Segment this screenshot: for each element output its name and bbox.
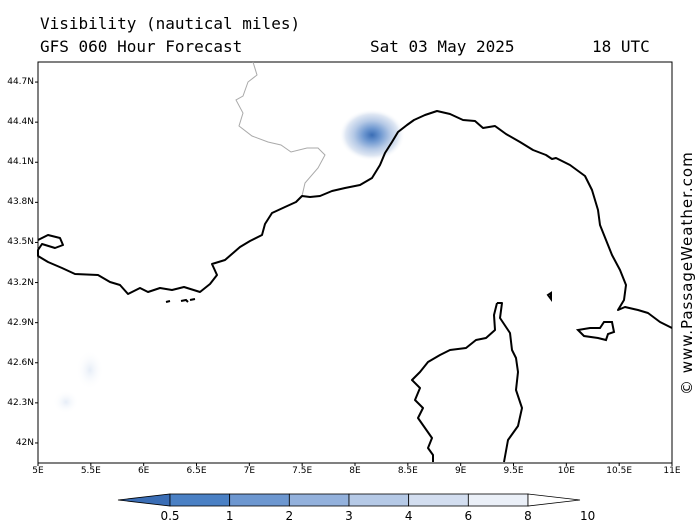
low-visibility-area bbox=[53, 390, 79, 414]
colorbar-segment bbox=[408, 493, 469, 507]
latitude-label: 44.4N bbox=[7, 117, 34, 128]
longitude-label: 8.5E bbox=[397, 466, 418, 476]
longitude-label: 10E bbox=[557, 466, 575, 476]
colorbar-segment bbox=[169, 493, 231, 507]
latitude-label: 42.9N bbox=[7, 317, 34, 328]
longitude-label: 7.5E bbox=[292, 466, 313, 476]
colorbar-segment bbox=[229, 493, 290, 507]
longitude-label: 5E bbox=[32, 466, 44, 476]
colorbar-label: 2 bbox=[285, 509, 294, 523]
chart-title: Visibility (nautical miles) bbox=[40, 14, 301, 33]
longitude-label: 6.5E bbox=[186, 466, 207, 476]
longitude-label: 5.5E bbox=[80, 466, 101, 476]
latitude-label: 43.8N bbox=[7, 197, 34, 208]
elba-island bbox=[575, 321, 616, 342]
corsica-coastline bbox=[411, 302, 523, 463]
colorbar bbox=[117, 493, 581, 507]
longitude-label: 9.5E bbox=[503, 466, 524, 476]
longitude-label: 11E bbox=[663, 466, 681, 476]
latitude-label: 42.3N bbox=[7, 397, 34, 408]
colorbar-label: 10 bbox=[580, 509, 596, 523]
colorbar-segment bbox=[467, 493, 529, 507]
colorbar-segment bbox=[288, 493, 350, 507]
latitude-label: 44.1N bbox=[7, 157, 34, 168]
colorbar-label: 3 bbox=[345, 509, 353, 523]
longitude-label: 7E bbox=[243, 466, 256, 476]
low-visibility-area bbox=[76, 350, 104, 390]
latitude-label: 43.5N bbox=[7, 237, 34, 248]
latitude-label: 43.2N bbox=[7, 277, 34, 288]
forecast-time: 18 UTC bbox=[592, 37, 650, 56]
latitude-label: 42.6N bbox=[7, 357, 34, 368]
colorbar-high-extension bbox=[527, 493, 581, 507]
longitude-label: 10.5E bbox=[606, 466, 633, 476]
border-line bbox=[235, 61, 326, 197]
colorbar-low-extension bbox=[117, 493, 171, 507]
longitude-label: 6E bbox=[137, 466, 150, 476]
colorbar-label: 8 bbox=[524, 509, 532, 523]
forecast-date: Sat 03 May 2025 bbox=[370, 37, 515, 56]
capraia-island bbox=[546, 291, 552, 302]
credit-text: © www.PassageWeather.com bbox=[678, 151, 696, 395]
colorbar-label: 4 bbox=[404, 509, 413, 523]
latitude-label: 42N bbox=[15, 437, 34, 448]
longitude-label: 8E bbox=[349, 466, 361, 476]
colorbar-label: 1 bbox=[225, 509, 234, 523]
latitude-label: 44.7N bbox=[7, 77, 34, 88]
longitude-label: 9E bbox=[454, 466, 467, 476]
colorbar-label: 6 bbox=[464, 509, 473, 523]
colorbar-segment bbox=[348, 493, 410, 507]
coastline bbox=[37, 110, 673, 329]
colorbar-label: 0.5 bbox=[160, 509, 180, 523]
hyeres-islands bbox=[165, 298, 196, 303]
model-run-label: GFS 060 Hour Forecast bbox=[40, 37, 243, 56]
axis-ticks bbox=[35, 81, 673, 466]
